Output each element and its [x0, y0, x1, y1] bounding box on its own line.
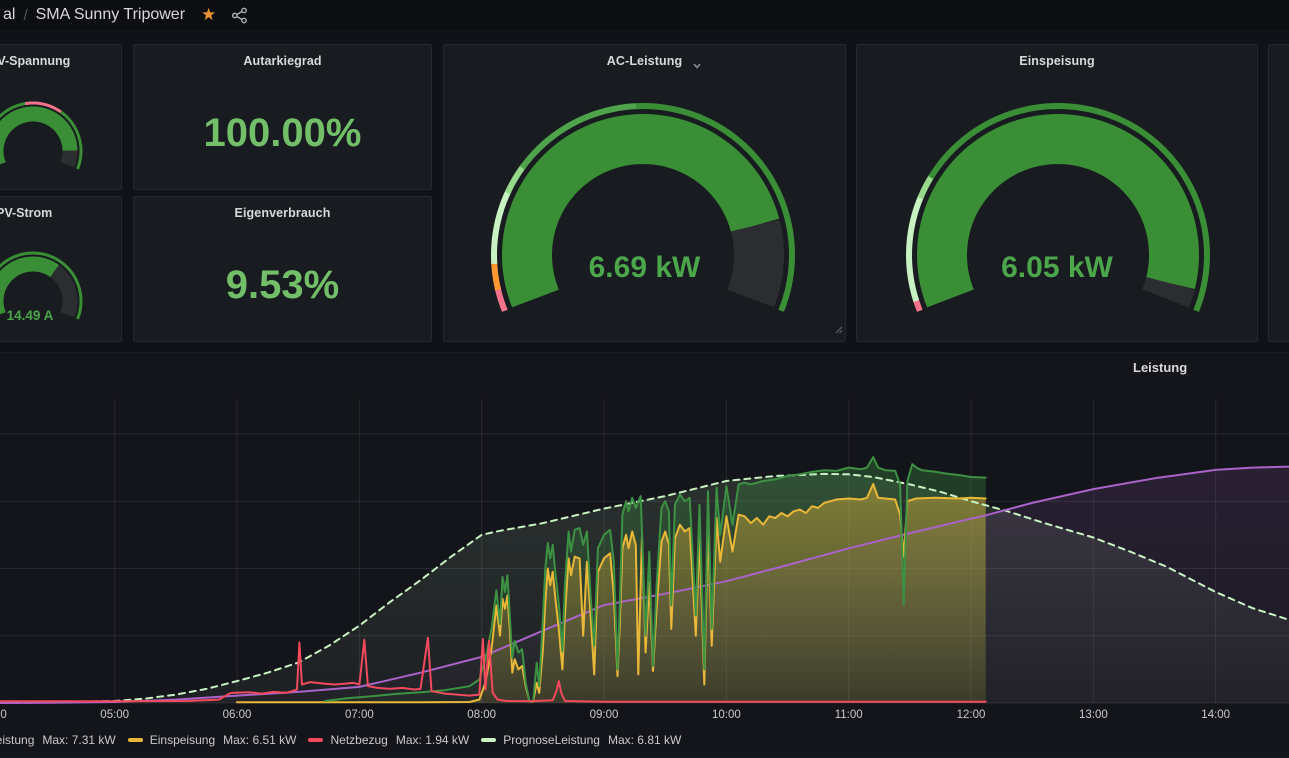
- legend-label: PrognoseLeistung: [503, 733, 600, 747]
- star-icon[interactable]: ★: [201, 5, 217, 24]
- pv-spannung-gauge: [0, 101, 83, 170]
- panel-title-leistung[interactable]: Leistung: [1133, 360, 1188, 375]
- ac-leistung-value: 6.69 kW: [588, 251, 701, 284]
- leistung-time-series-chart[interactable]: [0, 395, 1289, 758]
- legend-swatch: [481, 738, 497, 742]
- x-axis-tick: 13:00: [1078, 709, 1108, 721]
- x-axis-tick: 08:00: [467, 709, 497, 721]
- panel-ac-leistung: AC-Leistung 6.69 kW: [443, 44, 846, 342]
- einspeisung-value: 6.05 kW: [1001, 251, 1113, 284]
- breadcrumb-separator: /: [23, 6, 28, 24]
- panel-eigenverbrauch: Eigenverbrauch 9.53%: [133, 196, 432, 342]
- share-icon[interactable]: [231, 7, 248, 24]
- panel-pv-spannung: PV-Spannung 904 V: [0, 44, 122, 190]
- x-axis-tick: 12:00: [956, 709, 986, 721]
- chart-legend: Leistung Max: 7.31 kW Einspeisung Max: 6.51…: [0, 733, 681, 747]
- legend-item-einspeisung[interactable]: Einspeisung Max: 6.51 kW: [127, 733, 297, 747]
- eigenverbrauch-value: 9.53%: [225, 263, 340, 307]
- panel-title-pv-spannung[interactable]: PV-Spannung: [0, 54, 71, 68]
- legend-item-netzbezug[interactable]: Netzbezug Max: 1.94 kW: [308, 733, 469, 747]
- breadcrumb-prefix[interactable]: al: [3, 6, 16, 23]
- panel-resize-handle[interactable]: [833, 321, 843, 339]
- legend-label: Einspeisung: [149, 733, 216, 747]
- pv-strom-value: 14.49 A: [6, 308, 54, 323]
- panel-right-partial: [1268, 44, 1289, 342]
- legend-item-leistung[interactable]: Leistung Max: 7.31 kW: [0, 733, 116, 747]
- x-axis-tick: 10:00: [711, 709, 741, 721]
- panel-autarkiegrad: Autarkiegrad 100.00%: [133, 44, 432, 190]
- top-navbar: al / SMA Sunny Tripower ★: [0, 0, 1289, 30]
- panel-title-autarkiegrad[interactable]: Autarkiegrad: [243, 54, 322, 68]
- legend-item-prognoseleistung[interactable]: PrognoseLeistung Max: 6.81 kW: [481, 733, 681, 747]
- autarkiegrad-value: 100.00%: [203, 111, 362, 155]
- x-axis-tick: 06:00: [222, 709, 252, 721]
- panel-title-einspeisung[interactable]: Einspeisung: [1019, 54, 1095, 68]
- x-axis-tick: 05:00: [100, 709, 130, 721]
- legend-label: Netzbezug: [330, 733, 388, 747]
- x-axis-tick: 09:00: [589, 709, 619, 721]
- panel-title-ac-leistung[interactable]: AC-Leistung: [606, 54, 683, 68]
- legend-max-value: Max: 1.94 kW: [395, 733, 470, 747]
- legend-max-value: Max: 6.81 kW: [607, 733, 682, 747]
- legend-label: Leistung: [0, 733, 35, 747]
- x-axis-tick: 04:00: [0, 709, 7, 721]
- panel-pv-strom: PV-Strom 14.49 A: [0, 196, 122, 342]
- chevron-down-icon[interactable]: [691, 58, 703, 76]
- pv-strom-gauge: [0, 251, 83, 320]
- x-axis-tick: 07:00: [344, 709, 374, 721]
- dashboard-title[interactable]: SMA Sunny Tripower: [35, 6, 186, 23]
- legend-max-value: Max: 7.31 kW: [42, 733, 116, 747]
- x-axis-tick: 11:00: [834, 709, 863, 721]
- x-axis-tick: 14:00: [1201, 709, 1231, 721]
- legend-max-value: Max: 6.51 kW: [223, 733, 297, 747]
- panel-title-eigenverbrauch[interactable]: Eigenverbrauch: [234, 206, 331, 220]
- panel-einspeisung: Einspeisung 6.05 kW: [856, 44, 1258, 342]
- einspeisung-gauge: [906, 103, 1211, 312]
- legend-swatch: [127, 738, 143, 742]
- ac-leistung-gauge: [491, 102, 796, 312]
- legend-swatch: [308, 738, 324, 742]
- panel-title-pv-strom[interactable]: PV-Strom: [0, 206, 53, 220]
